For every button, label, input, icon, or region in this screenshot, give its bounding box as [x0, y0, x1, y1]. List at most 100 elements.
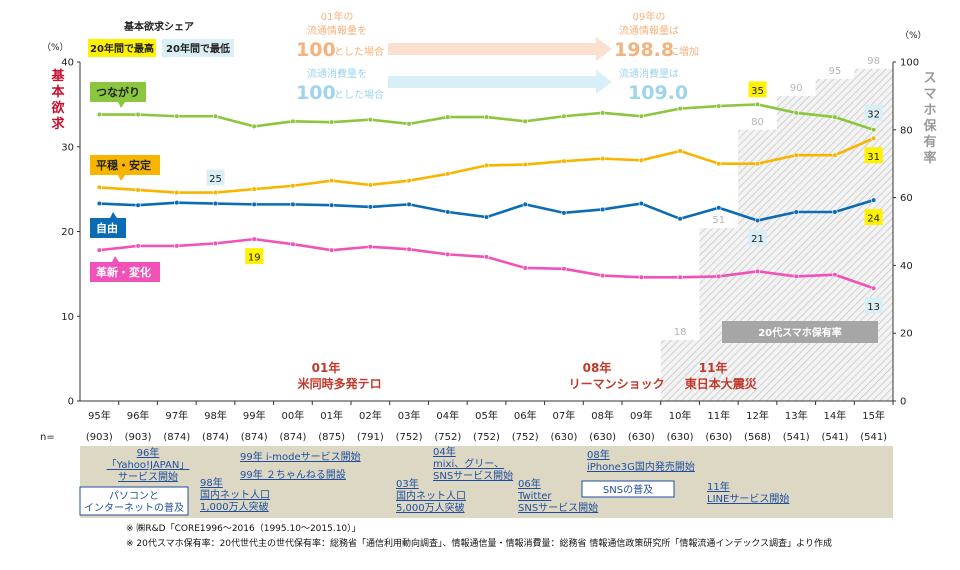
data-point-jiyu	[406, 201, 412, 207]
data-point-jiyu	[212, 200, 219, 207]
data-label: 31	[867, 152, 880, 163]
data-point-kakushin	[832, 272, 838, 278]
data-point-jiyu	[174, 200, 180, 206]
data-label-box	[864, 104, 883, 121]
series-label-box-tsunagari	[90, 82, 146, 102]
x-tick-label: 11年	[707, 409, 730, 422]
data-point-heion	[174, 189, 180, 196]
n-label: (541)	[860, 432, 887, 443]
info-arrow-head-1	[596, 37, 612, 61]
y-left-tick-label: 40	[61, 58, 74, 69]
smartphone-legend-label: 20代スマホ保有率	[758, 326, 842, 339]
data-point-tsunagari	[871, 127, 877, 133]
y-right-tick-label: 100	[900, 58, 919, 69]
data-point-kakushin	[522, 265, 528, 271]
x-tick-label: 01年	[320, 409, 343, 422]
x-tick-label: 14年	[824, 409, 847, 422]
info2-right-value: 109.0	[628, 82, 688, 104]
legend-max-label: 20年間で最高	[90, 42, 154, 55]
n-label: (630)	[705, 432, 732, 443]
timeline-phase-label: パソコンとインターネットの普及	[84, 490, 184, 514]
data-label-box	[864, 209, 883, 226]
footnote-definition: ※ 20代スマホ保有率：20代世代主の世代保有率：総務省「通信利用動向調査」、情…	[126, 539, 832, 549]
info-right-suffix: に増加	[669, 45, 699, 58]
data-point-jiyu	[677, 216, 683, 222]
timeline-phase-box	[581, 480, 675, 498]
data-point-heion	[638, 157, 644, 163]
timeline-phase-label: SNSの普及	[603, 483, 653, 496]
timeline-band	[80, 446, 893, 518]
data-label-box	[748, 229, 767, 246]
y-right-tick-label: 20	[900, 329, 913, 340]
data-point-kakushin	[96, 247, 102, 253]
data-point-heion	[871, 135, 877, 141]
smartphone-bar	[699, 228, 739, 401]
x-tick-label: 97年	[165, 409, 188, 422]
data-point-kakushin	[638, 274, 644, 280]
smartphone-value-label: 98	[867, 56, 880, 67]
info-arrow-body-2	[388, 76, 596, 88]
data-label: 35	[751, 86, 764, 97]
timeline-item: 99年 ２ちゃんねる開設	[240, 468, 346, 481]
smartphone-bar	[660, 339, 700, 401]
n-label: (874)	[202, 432, 229, 443]
data-point-jiyu	[716, 205, 722, 211]
legend-min-box	[162, 39, 234, 57]
data-point-kakushin	[290, 241, 296, 247]
n-label: (752)	[473, 432, 500, 443]
data-label-box	[864, 147, 883, 164]
n-label: (752)	[396, 432, 423, 443]
x-tick-label: 12年	[746, 409, 769, 422]
data-point-jiyu	[483, 214, 490, 220]
data-point-heion	[522, 161, 528, 168]
data-label: 13	[867, 302, 880, 313]
n-label: (630)	[589, 432, 616, 443]
data-point-tsunagari	[600, 110, 606, 116]
data-point-kakushin	[445, 251, 451, 257]
data-point-tsunagari	[522, 118, 528, 124]
info2-left-value: 100	[296, 82, 336, 104]
info-arrow-head-2	[596, 70, 612, 94]
x-tick-label: 95年	[88, 409, 111, 422]
n-label: (903)	[125, 432, 152, 443]
smartphone-bar	[776, 95, 816, 402]
data-point-heion	[445, 171, 451, 177]
data-point-jiyu	[367, 204, 373, 210]
series-label-heion: 平穏・安定	[96, 158, 151, 172]
info-right-year: 09年の	[633, 10, 666, 23]
data-point-kakushin	[600, 272, 606, 279]
data-point-jiyu	[96, 200, 102, 207]
event-year: 01年	[312, 360, 341, 375]
timeline-item: 06年 Twitter SNSサービス開始	[517, 477, 598, 514]
data-label: 21	[751, 234, 764, 245]
data-point-kakushin	[135, 243, 141, 249]
timeline-item: 99年 i-modeサービス開始	[240, 450, 361, 463]
x-tick-label: 07年	[553, 409, 576, 422]
x-tick-label: 08年	[591, 409, 614, 422]
timeline-item: 98年国内ネット人口 1,000万人突破	[200, 476, 270, 513]
data-point-tsunagari	[174, 113, 180, 119]
info-right-caption: 流通情報量は	[619, 24, 679, 37]
data-point-heion	[561, 158, 567, 164]
data-point-jiyu	[871, 197, 877, 203]
series-label-jiyu: 自由	[96, 221, 118, 235]
data-point-jiyu	[135, 202, 141, 208]
series-label-box-kakushin	[90, 262, 160, 282]
series-label-tsunagari: つながり	[96, 85, 140, 99]
data-point-tsunagari	[406, 121, 412, 127]
data-point-tsunagari	[367, 117, 373, 123]
data-point-jiyu	[445, 209, 451, 215]
data-point-jiyu	[600, 206, 606, 213]
data-point-tsunagari	[561, 113, 567, 119]
data-point-kakushin	[483, 254, 490, 260]
data-point-heion	[793, 152, 799, 158]
data-point-jiyu	[329, 202, 335, 208]
data-label-box	[245, 248, 264, 265]
data-point-tsunagari	[677, 106, 683, 112]
x-tick-label: 05年	[475, 409, 498, 422]
data-label: 32	[867, 109, 880, 120]
data-point-tsunagari	[716, 103, 722, 109]
data-point-kakushin	[754, 268, 761, 274]
legend-min-label: 20年間で最低	[166, 42, 230, 55]
data-point-heion	[329, 178, 335, 184]
